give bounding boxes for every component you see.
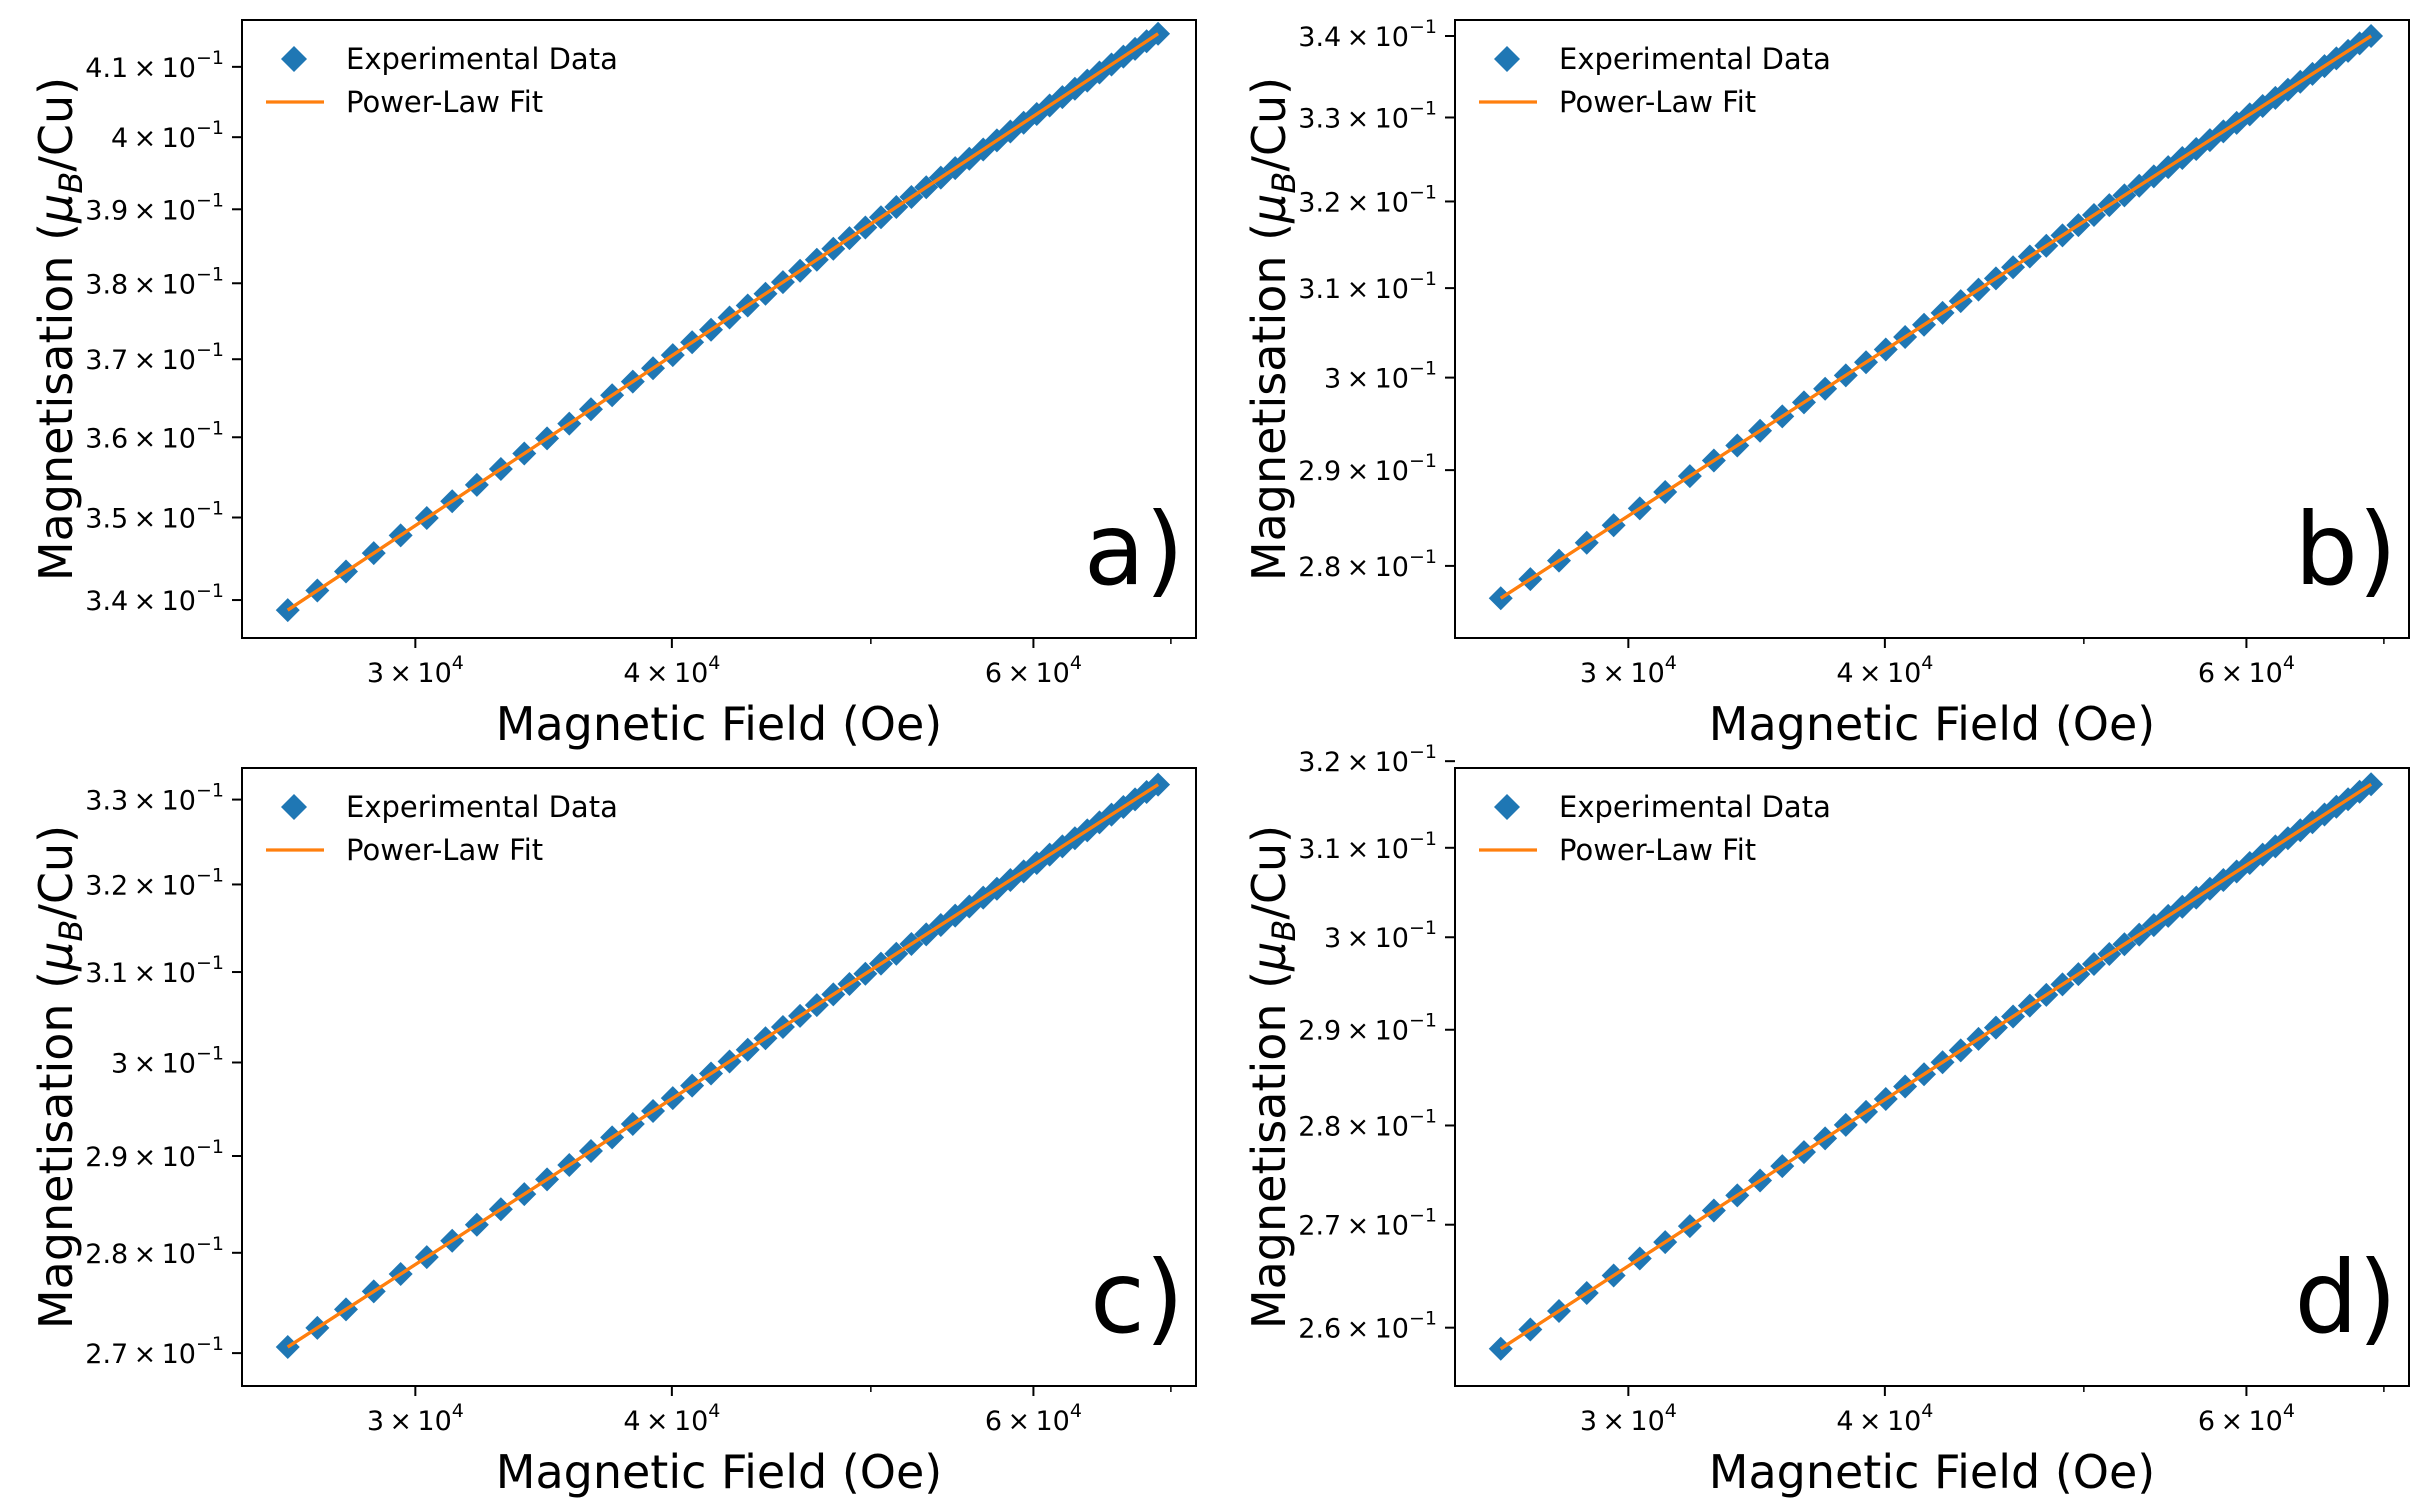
panel-b-x-tick-label: 6 × 104 — [2198, 652, 2295, 689]
panel-c-y-tick-label: 3.1 × 10−1 — [85, 952, 224, 989]
panel-d-y-axis-label: Magnetisation (μB/Cu) — [1242, 825, 1303, 1329]
panel-d-y-tick-label: 2.6 × 10−1 — [1298, 1308, 1437, 1345]
panel-b-fit-line-overlay — [1499, 34, 2372, 600]
panel-d-y-tick-label: 3 × 10−1 — [1324, 917, 1437, 954]
panel-d-y-tick-label: 3.1 × 10−1 — [1298, 828, 1437, 865]
panel-c-panel-label: c) — [1090, 1239, 1184, 1356]
panel-c-y-tick-label: 2.8 × 10−1 — [85, 1233, 224, 1270]
panel-a-x-tick-label: 6 × 104 — [985, 652, 1082, 689]
panel-b-y-tick-label: 3.3 × 10−1 — [1298, 97, 1437, 134]
panel-b-panel-label: b) — [2295, 491, 2398, 608]
panel-a-panel-label: a) — [1084, 491, 1184, 608]
panel-a-y-tick-label: 3.6 × 10−1 — [85, 417, 224, 454]
panel-b-legend-label-data: Experimental Data — [1559, 42, 1831, 76]
panel-a-legend: Experimental Data Power-Law Fit — [266, 42, 618, 119]
panel-c-x-tick-label: 3 × 104 — [367, 1400, 464, 1437]
panel-a-y-tick-label: 3.7 × 10−1 — [85, 339, 224, 376]
panel-a: 3.4 × 10−1 3.5 × 10−1 3.6 × 10−1 3.7 × 10−1… — [29, 19, 1197, 751]
panel-d: 2.6 × 10−1 2.7 × 10−1 2.8 × 10−1 2.9 × 10−1… — [1242, 741, 2410, 1499]
panel-d-legend-marker-icon — [1494, 794, 1520, 820]
panel-b-y-tick-label: 3.4 × 10−1 — [1298, 16, 1437, 53]
panel-c-x-axis-label: Magnetic Field (Oe) — [496, 1445, 942, 1499]
panel-a-x-tick-label: 3 × 104 — [367, 652, 464, 689]
panel-a-y-tick-label: 3.5 × 10−1 — [85, 497, 224, 534]
panel-c-y-axis-label: Magnetisation (μB/Cu) — [29, 825, 90, 1329]
panel-b-x-axis-label: Magnetic Field (Oe) — [1709, 697, 2155, 751]
panel-b: 2.8 × 10−1 2.9 × 10−1 3 × 10−1 3.1 × 10−1 3.… — [1242, 16, 2410, 751]
panel-d-legend-label-data: Experimental Data — [1559, 790, 1831, 824]
panel-b-y-tick-label: 3.2 × 10−1 — [1298, 181, 1437, 218]
panel-a-fit-line-overlay — [286, 32, 1159, 612]
panel-c-axes-frame — [241, 767, 1197, 1387]
panel-c-y-tick-label: 3.3 × 10−1 — [85, 780, 224, 817]
panel-c-y-tick-label: 3 × 10−1 — [111, 1042, 224, 1079]
panel-d-legend-label-fit: Power-Law Fit — [1559, 833, 1756, 867]
panel-c-y-tick-label: 2.7 × 10−1 — [85, 1333, 224, 1370]
panel-d-x-tick-label: 3 × 104 — [1580, 1400, 1677, 1437]
panel-c-y-tick-label: 3.2 × 10−1 — [85, 864, 224, 901]
panel-d-axes-frame — [1454, 767, 2410, 1387]
panel-b-y-tick-label: 3.1 × 10−1 — [1298, 268, 1437, 305]
panel-a-y-tick-label: 3.9 × 10−1 — [85, 189, 224, 226]
panel-a-axes-frame — [241, 19, 1197, 639]
panel-c-x-tick-label: 4 × 104 — [623, 1400, 720, 1437]
panel-a-x-axis-label: Magnetic Field (Oe) — [496, 697, 942, 751]
panel-c-legend: Experimental Data Power-Law Fit — [266, 790, 618, 867]
panel-d-fit-line-overlay — [1499, 782, 2372, 1351]
panel-b-x-tick-label: 3 × 104 — [1580, 652, 1677, 689]
panel-a-y-tick-label: 4 × 10−1 — [111, 117, 224, 154]
panel-d-legend: Experimental Data Power-Law Fit — [1479, 790, 1831, 867]
panel-b-y-tick-label: 2.8 × 10−1 — [1298, 546, 1437, 583]
panel-d-y-tick-label: 2.7 × 10−1 — [1298, 1205, 1437, 1242]
panel-d-y-tick-label: 2.8 × 10−1 — [1298, 1105, 1437, 1142]
panel-d-panel-label: d) — [2295, 1239, 2398, 1356]
panel-b-y-tick-label: 2.9 × 10−1 — [1298, 450, 1437, 487]
panel-b-legend-label-fit: Power-Law Fit — [1559, 85, 1756, 119]
panel-b-y-tick-label: 3 × 10−1 — [1324, 358, 1437, 395]
panel-d-x-axis-label: Magnetic Field (Oe) — [1709, 1445, 2155, 1499]
panel-b-x-tick-label: 4 × 104 — [1836, 652, 1933, 689]
panel-c-y-tick-label: 2.9 × 10−1 — [85, 1136, 224, 1173]
panel-a-y-tick-label: 3.8 × 10−1 — [85, 263, 224, 300]
panel-a-y-axis-label: Magnetisation (μB/Cu) — [29, 77, 90, 581]
panel-a-legend-marker-icon — [281, 46, 307, 72]
panel-a-legend-label-fit: Power-Law Fit — [346, 85, 543, 119]
panel-d-y-tick-label: 2.9 × 10−1 — [1298, 1010, 1437, 1047]
panel-d-x-tick-label: 6 × 104 — [2198, 1400, 2295, 1437]
panel-a-y-tick-label: 4.1 × 10−1 — [85, 47, 224, 84]
panel-b-legend: Experimental Data Power-Law Fit — [1479, 42, 1831, 119]
panel-c-legend-label-fit: Power-Law Fit — [346, 833, 543, 867]
panel-a-legend-label-data: Experimental Data — [346, 42, 618, 76]
panel-c: 2.7 × 10−1 2.8 × 10−1 2.9 × 10−1 3 × 10−1 3.… — [29, 767, 1197, 1499]
panel-b-axes-frame — [1454, 19, 2410, 639]
panel-d-x-tick-label: 4 × 104 — [1836, 1400, 1933, 1437]
panel-c-x-tick-label: 6 × 104 — [985, 1400, 1082, 1437]
panel-a-x-tick-label: 4 × 104 — [623, 652, 720, 689]
panel-a-y-tick-label: 3.4 × 10−1 — [85, 580, 224, 617]
panel-b-y-axis-label: Magnetisation (μB/Cu) — [1242, 77, 1303, 581]
panel-c-legend-marker-icon — [281, 794, 307, 820]
panel-b-legend-marker-icon — [1494, 46, 1520, 72]
panel-d-y-tick-label: 3.2 × 10−1 — [1298, 741, 1437, 778]
panel-c-legend-label-data: Experimental Data — [346, 790, 618, 824]
panel-c-fit-line-overlay — [286, 783, 1159, 1349]
